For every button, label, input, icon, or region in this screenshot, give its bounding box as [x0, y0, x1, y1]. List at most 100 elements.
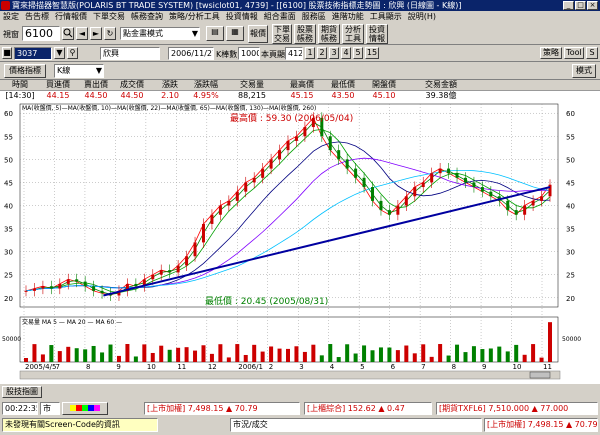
- page-button-2[interactable]: 2: [317, 47, 327, 59]
- candle-body: [514, 210, 518, 215]
- candle-body: [235, 191, 239, 201]
- next-button[interactable]: ►: [90, 27, 102, 40]
- quote-header-10: 交易金額: [425, 80, 457, 89]
- ticker-taiex-value: 7,498.15: [187, 404, 224, 413]
- trend-line: [103, 186, 551, 297]
- candle-body: [252, 177, 256, 183]
- candle-body: [311, 117, 315, 128]
- search-icon: ⚲: [69, 48, 76, 57]
- order-button[interactable]: 下單 交易: [272, 24, 292, 44]
- page-button-1[interactable]: 1: [305, 47, 315, 59]
- candle-body: [294, 136, 298, 141]
- futures-account-button[interactable]: 期貨 帳務: [318, 24, 340, 44]
- stock-code-field[interactable]: 3037: [14, 47, 52, 60]
- menu-item-5[interactable]: 策略/分析工具: [169, 12, 220, 21]
- candle-body: [531, 200, 535, 206]
- snapshot-button[interactable]: S: [586, 47, 598, 59]
- scrollbar-thumb[interactable]: [529, 371, 551, 379]
- volume-bar: [421, 344, 426, 362]
- volume-bar: [387, 347, 392, 362]
- refresh-button[interactable]: ↻: [104, 27, 116, 40]
- x-tick-label: 9: [116, 363, 120, 371]
- x-tick-label: 11: [177, 363, 186, 371]
- ticker-taiex-2-change: ▲ 70.79: [565, 420, 598, 429]
- candle-body: [210, 214, 214, 224]
- menu-item-7[interactable]: 組合畫面: [263, 12, 296, 21]
- chart-area: 20 25 30 35 40 45 50 55 60 20 25 30 35 40 45 50 55 60 MA…: [0, 101, 600, 384]
- menu-item-2[interactable]: 行情報價: [55, 12, 87, 21]
- news-button[interactable]: 投資 情報: [366, 24, 388, 44]
- prev-button[interactable]: ◄: [76, 27, 88, 40]
- volume-bar: [226, 357, 231, 362]
- volume-bar: [412, 353, 417, 362]
- ticker-color-icons[interactable]: [62, 402, 108, 415]
- y-axis-right: 20 25 30 35 40 45 50 55 60: [566, 110, 575, 303]
- account-button[interactable]: 股票 帳務: [294, 24, 316, 44]
- candle-body: [66, 279, 70, 284]
- candle-body: [100, 290, 104, 294]
- volume-bar: [446, 355, 451, 362]
- menu-item-6[interactable]: 投資情報: [225, 12, 258, 21]
- candle-body: [24, 290, 28, 292]
- menu-item-8[interactable]: 服務區: [301, 12, 326, 21]
- code-search-button[interactable]: ⚲: [67, 47, 78, 59]
- y-tick-label: 50: [4, 156, 13, 164]
- search-button[interactable]: [62, 27, 74, 40]
- menu-item-3[interactable]: 下單交易: [93, 12, 125, 21]
- page-button-5[interactable]: 5: [353, 47, 363, 59]
- display-count-input[interactable]: 412: [285, 47, 303, 60]
- kline-type-select[interactable]: K線 ▼: [54, 64, 104, 78]
- market-select[interactable]: 市: [40, 402, 60, 415]
- clock-display: 00:22:35: [2, 402, 38, 415]
- maximize-button[interactable]: □: [575, 1, 586, 10]
- close-button[interactable]: ×: [587, 1, 598, 10]
- menu-item-0[interactable]: 設定: [3, 12, 19, 21]
- y-tick-label: 55: [4, 133, 13, 141]
- view-label: 視窗: [3, 30, 19, 39]
- candle-body: [201, 223, 205, 243]
- pin-button[interactable]: ■: [2, 47, 12, 59]
- stock-code-input[interactable]: 6100: [22, 26, 60, 41]
- mode-select[interactable]: 點金畫模式 ▼: [120, 27, 200, 40]
- volume-bar: [345, 344, 350, 362]
- date-field[interactable]: 2006/11/27: [168, 47, 214, 60]
- quote-value-3: 44.50: [120, 91, 144, 100]
- candle-body: [92, 286, 96, 291]
- mode-button[interactable]: 模式: [572, 64, 596, 78]
- report-button[interactable]: 報價: [248, 25, 268, 43]
- tool-button[interactable]: Tool: [564, 47, 584, 59]
- strategy-button[interactable]: 策略: [540, 47, 562, 59]
- menu-item-1[interactable]: 告告標: [25, 12, 49, 21]
- indicator-button[interactable]: 價格指標: [4, 64, 46, 78]
- menu-item-10[interactable]: 工具顯示: [369, 12, 402, 21]
- quote-value-6: 88,215: [238, 91, 266, 100]
- volume-bar: [91, 345, 96, 362]
- candle-body: [320, 117, 324, 137]
- ma-legend: MA(收盤價, 5)—MA(收盤價, 10)—MA(收盤價, 22)—MA(收盤…: [22, 104, 316, 112]
- stock-name-field[interactable]: 欣興: [100, 47, 160, 60]
- page-button-15[interactable]: 15: [365, 47, 379, 59]
- ticker-taiex-change: ▲ 70.79: [225, 404, 258, 413]
- volume-bar: [108, 344, 113, 362]
- x-tick-label: 8: [86, 363, 90, 371]
- page-button-3[interactable]: 3: [329, 47, 339, 59]
- volume-bar: [311, 344, 316, 362]
- toolbar-icon-1[interactable]: ▤: [206, 26, 224, 41]
- minimize-button[interactable]: _: [563, 1, 574, 10]
- kline-count-input[interactable]: 1000: [238, 47, 260, 60]
- volume-bar: [455, 344, 460, 362]
- analysis-tools-button[interactable]: 分析 工具: [342, 24, 364, 44]
- candle-body: [303, 127, 307, 137]
- volume-bar: [319, 355, 324, 362]
- page-button-4[interactable]: 4: [341, 47, 351, 59]
- volume-legend: 交易量 MA 5 — MA 20 — MA 60 —: [22, 318, 122, 326]
- toolbar-icon-2[interactable]: ▦: [226, 26, 244, 41]
- menu-item-9[interactable]: 進階功能: [331, 12, 364, 21]
- y-tick-label: 45: [4, 179, 13, 187]
- menu-item-4[interactable]: 帳務查詢: [131, 12, 163, 21]
- menu-item-11[interactable]: 說明(H): [407, 12, 436, 21]
- chart-scrollbar[interactable]: [19, 370, 561, 380]
- code-dropdown[interactable]: ▼: [54, 47, 65, 59]
- tab-chart[interactable]: 股技指圖: [2, 386, 42, 398]
